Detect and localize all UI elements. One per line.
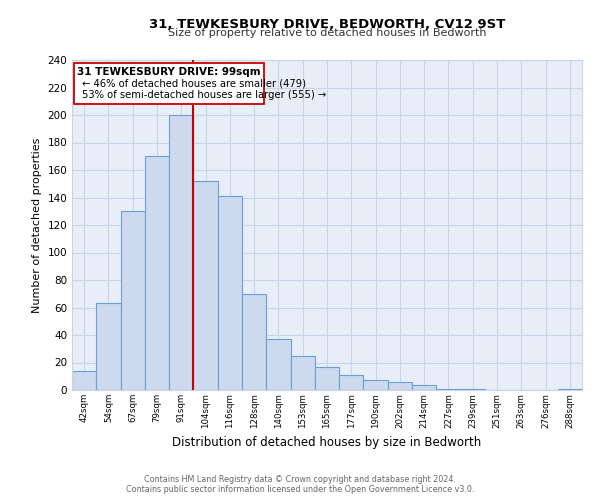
Text: 31 TEWKESBURY DRIVE: 99sqm: 31 TEWKESBURY DRIVE: 99sqm (77, 67, 261, 77)
FancyBboxPatch shape (74, 62, 264, 104)
X-axis label: Distribution of detached houses by size in Bedworth: Distribution of detached houses by size … (172, 436, 482, 449)
Bar (169, 115, 193, 390)
Bar (72, 371, 96, 390)
Bar (315, 366, 339, 390)
Bar (193, 181, 218, 390)
Bar (412, 384, 436, 390)
Bar (290, 356, 315, 390)
Text: Size of property relative to detached houses in Bedworth: Size of property relative to detached ho… (168, 28, 486, 38)
Bar (96, 304, 121, 390)
Y-axis label: Number of detached properties: Number of detached properties (32, 138, 42, 312)
Bar (436, 388, 461, 390)
Bar (364, 380, 388, 390)
Bar (388, 382, 412, 390)
Text: Contains HM Land Registry data © Crown copyright and database right 2024.: Contains HM Land Registry data © Crown c… (144, 475, 456, 484)
Bar (266, 339, 290, 390)
Bar (461, 388, 485, 390)
Bar (558, 388, 582, 390)
Bar (218, 196, 242, 390)
Bar (145, 156, 169, 390)
Text: ← 46% of detached houses are smaller (479): ← 46% of detached houses are smaller (47… (82, 78, 306, 88)
Text: Contains public sector information licensed under the Open Government Licence v3: Contains public sector information licen… (126, 484, 474, 494)
Bar (121, 211, 145, 390)
Bar (242, 294, 266, 390)
Text: 53% of semi-detached houses are larger (555) →: 53% of semi-detached houses are larger (… (82, 90, 326, 100)
Text: 31, TEWKESBURY DRIVE, BEDWORTH, CV12 9ST: 31, TEWKESBURY DRIVE, BEDWORTH, CV12 9ST (149, 18, 505, 30)
Bar (339, 375, 364, 390)
